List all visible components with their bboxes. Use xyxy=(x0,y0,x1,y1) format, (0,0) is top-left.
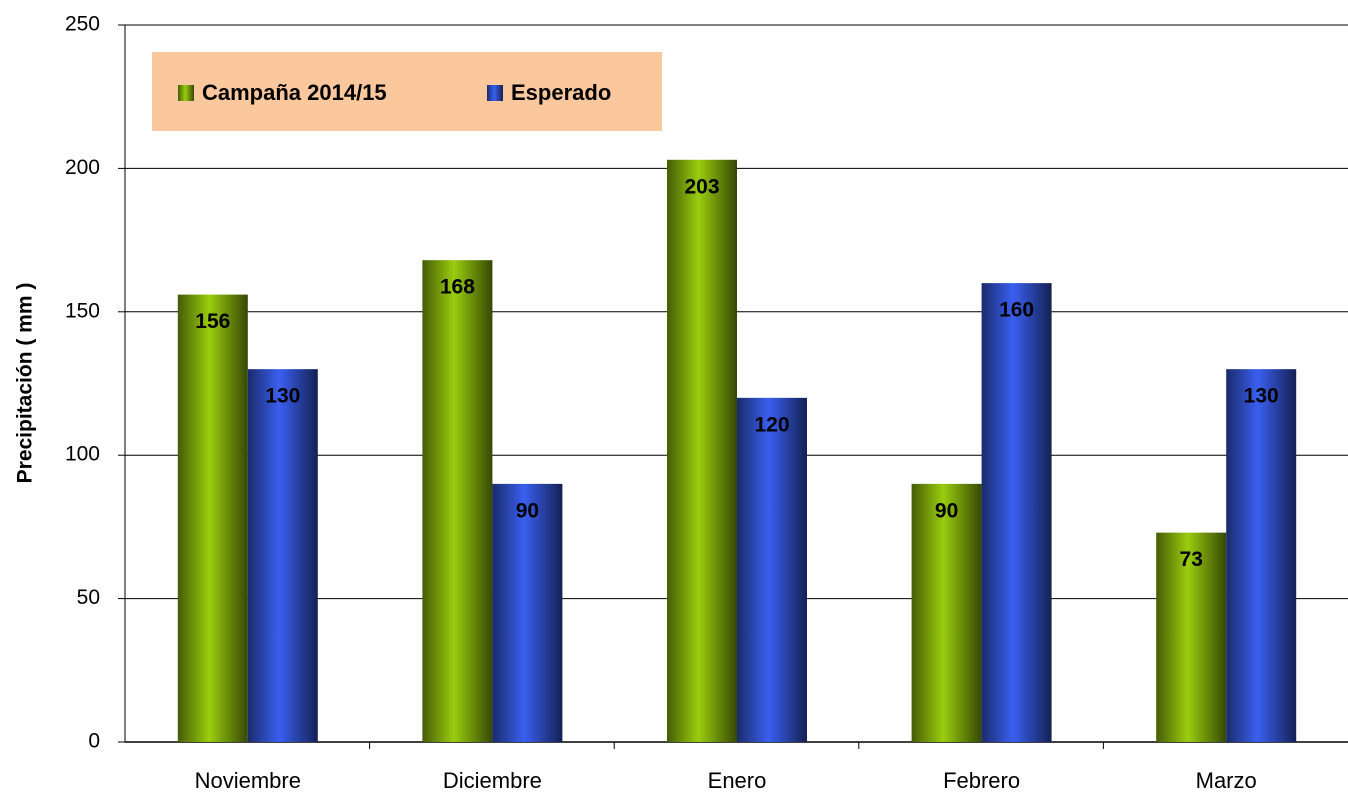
value-label: 203 xyxy=(684,175,719,198)
value-label: 90 xyxy=(516,499,539,522)
value-label: 120 xyxy=(754,413,789,436)
legend-swatch xyxy=(487,85,503,101)
bar xyxy=(247,369,318,742)
bar xyxy=(667,159,737,742)
value-label: 130 xyxy=(1244,385,1279,408)
y-tick-label: 100 xyxy=(65,443,100,466)
value-label: 90 xyxy=(935,499,958,522)
bar xyxy=(981,283,1052,742)
y-tick-label: 50 xyxy=(77,586,100,609)
value-label: 156 xyxy=(195,310,230,333)
value-label: 73 xyxy=(1180,548,1203,571)
legend-swatch xyxy=(178,85,194,101)
legend-label: Campaña 2014/15 xyxy=(202,80,387,105)
bar xyxy=(737,397,807,742)
y-axis-label: Precipitación ( mm ) xyxy=(14,283,37,484)
legend-box xyxy=(152,52,662,131)
bar xyxy=(1226,369,1297,742)
y-tick-label: 250 xyxy=(65,13,100,36)
bar xyxy=(1156,532,1227,742)
legend-label: Esperado xyxy=(511,80,611,105)
x-tick-label: Noviembre xyxy=(195,768,301,793)
bar xyxy=(177,294,248,742)
value-label: 168 xyxy=(440,276,475,299)
bar xyxy=(911,483,982,742)
x-tick-label: Enero xyxy=(708,768,767,793)
bar xyxy=(492,483,563,742)
y-tick-label: 200 xyxy=(65,156,100,179)
bar xyxy=(422,260,493,742)
x-tick-label: Diciembre xyxy=(443,768,542,793)
value-label: 130 xyxy=(265,385,300,408)
y-tick-label: 150 xyxy=(65,299,100,322)
y-tick-label: 0 xyxy=(88,730,100,753)
value-label: 160 xyxy=(999,299,1034,322)
x-tick-label: Marzo xyxy=(1196,768,1257,793)
x-tick-label: Febrero xyxy=(943,768,1020,793)
